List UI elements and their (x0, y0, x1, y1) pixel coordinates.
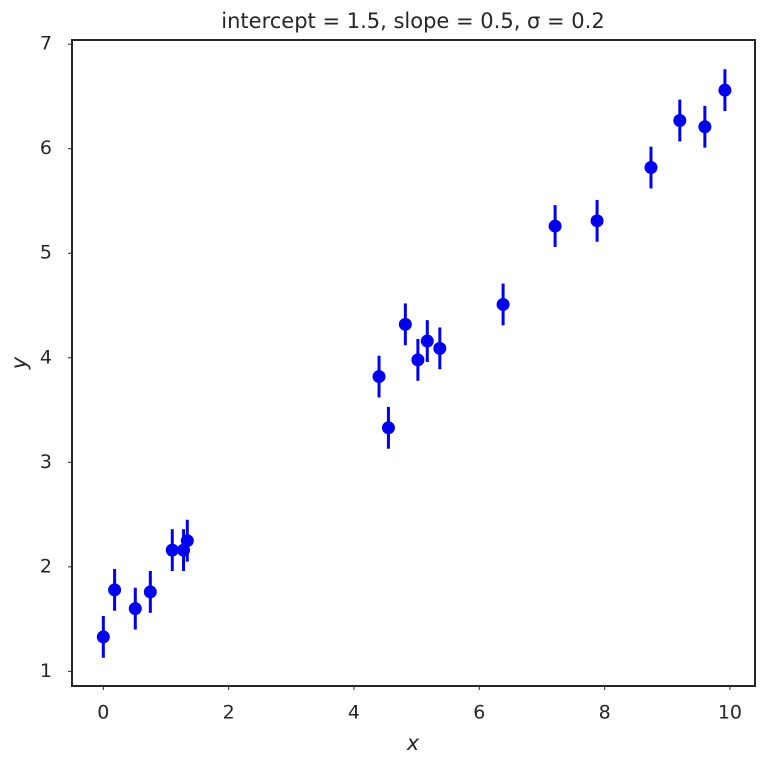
y-tick-label: 3 (40, 451, 52, 473)
y-tick-label: 2 (40, 555, 52, 577)
x-tick-label: 4 (348, 702, 360, 724)
data-point (718, 83, 732, 97)
x-tick-label: 8 (599, 702, 611, 724)
x-tick-label: 6 (473, 702, 485, 724)
x-tick-label: 0 (97, 702, 109, 724)
y-tick-label: 1 (40, 660, 52, 682)
x-axis-label: x (406, 731, 420, 755)
data-point (411, 353, 425, 367)
y-tick-label: 4 (40, 346, 52, 368)
data-point (128, 602, 142, 616)
data-point (698, 120, 712, 134)
y-tick-label: 6 (40, 137, 52, 159)
data-point (143, 585, 157, 599)
data-point (548, 219, 562, 233)
y-tick-label: 7 (40, 33, 52, 55)
data-point (644, 161, 658, 175)
x-tick-label: 10 (718, 702, 742, 724)
y-tick-label: 5 (40, 242, 52, 264)
plot-frame (71, 39, 756, 687)
data-point (180, 534, 194, 548)
data-point (108, 583, 122, 597)
x-tick-label: 2 (223, 702, 235, 724)
data-point (96, 630, 110, 644)
chart-title: intercept = 1.5, slope = 0.5, σ = 0.2 (221, 9, 604, 33)
data-point (381, 421, 395, 435)
data-point (165, 543, 179, 557)
data-point (496, 297, 510, 311)
data-point (398, 317, 412, 331)
data-point (420, 334, 434, 348)
data-point (673, 113, 687, 127)
data-point (433, 341, 447, 355)
y-axis-label: y (7, 356, 31, 370)
data-point (590, 214, 604, 228)
data-point (372, 370, 386, 384)
